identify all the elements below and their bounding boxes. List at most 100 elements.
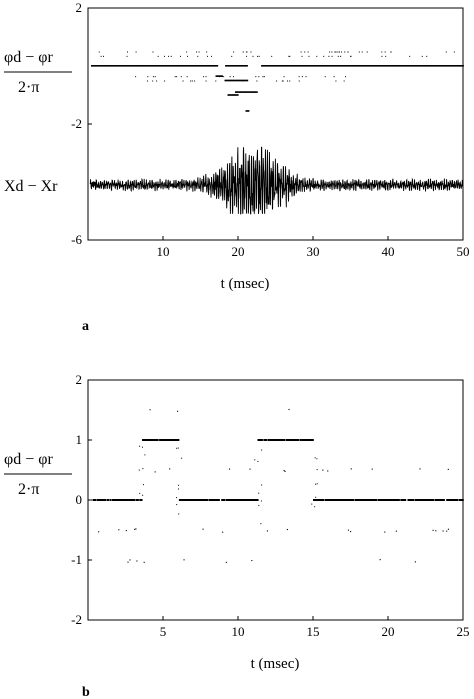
plot-a-phase-point — [305, 76, 307, 78]
plot-b-phase-point — [316, 499, 318, 501]
plot-a-phase-point — [166, 65, 168, 67]
plot-a-phase-point — [336, 65, 338, 67]
plot-a-phase-point — [451, 65, 453, 67]
plot-a-displacement-line — [89, 146, 464, 215]
plot-a-phase-point — [152, 80, 154, 82]
plot-b-phase-point — [316, 483, 318, 485]
plot-a-phase-point — [216, 75, 218, 77]
plot-b-phase-point — [223, 499, 226, 501]
plot-b-phase-point — [338, 499, 340, 501]
plot-b-phase-point — [346, 499, 348, 501]
plot-b-phase-point — [285, 439, 287, 441]
plot-b-phase-point — [371, 468, 373, 470]
plot-a-phase-point — [149, 65, 151, 67]
plot-b-phase-point — [183, 559, 185, 561]
plot-b-phase-point — [432, 499, 435, 501]
plot-b-phase-point — [414, 499, 417, 501]
plot-a-phase-point — [170, 55, 172, 57]
plot-a-phase-point — [309, 65, 311, 67]
plot-a-phase-point — [450, 65, 452, 67]
plot-a-phase-point — [176, 76, 178, 78]
plot-b-phase-point — [163, 439, 165, 441]
plot-a-phase-point — [386, 65, 388, 67]
plot-b-phase-point — [160, 439, 163, 441]
plot-b-phase-point — [337, 499, 339, 501]
plot-a-phase-point — [246, 91, 248, 93]
plot-b-phase-point — [178, 513, 180, 515]
plot-a-phase-point — [136, 65, 139, 67]
plot-a-phase-point — [192, 65, 194, 67]
plot-a-phase-point — [227, 94, 229, 96]
plot-b-ylabel-fraction: φd − φr 2·π — [4, 451, 72, 498]
plot-b-phase-point — [98, 499, 101, 501]
plot-a-phase-point — [157, 55, 159, 57]
plot-b-phase-point — [343, 499, 345, 501]
plot-a-phase-point — [140, 65, 142, 67]
plot-a-phase-point — [328, 55, 330, 57]
plot-b-phase-point — [310, 439, 312, 441]
plot-b-phase-point — [221, 499, 223, 501]
plot-b-phase-point — [267, 439, 269, 441]
plot-a-phase-point — [128, 65, 130, 67]
plot-a-phase-point — [252, 91, 254, 93]
panel-a-label: a — [82, 319, 89, 334]
plot-a-phase-point — [204, 65, 206, 67]
plot-a-phase-point — [446, 65, 448, 67]
plot-a-phase-point — [339, 65, 341, 67]
plot-a-phase-point — [425, 65, 427, 67]
plot-a-phase-point — [258, 76, 260, 78]
plot-b-phase-point — [390, 499, 392, 501]
plot-b-phase-point — [180, 499, 183, 501]
plot-b-phase-point — [378, 499, 381, 501]
plot-b-phase-point — [315, 483, 317, 485]
plot-b-phase-point — [94, 499, 96, 501]
plot-b-phase-point — [440, 499, 443, 501]
plot-a-phase-point — [234, 65, 236, 67]
plot-b-phase-point — [456, 499, 458, 501]
plot-b-phase-point — [415, 499, 417, 501]
plot-b-phase-point — [176, 504, 178, 506]
plot-a-phase-point — [148, 65, 150, 67]
plot-b-phase-point — [155, 439, 157, 441]
plot-a-phase-point — [144, 65, 146, 67]
plot-a-phase-point — [370, 65, 373, 67]
plot-a-phase-point — [104, 65, 106, 67]
plot-a-phase-point — [240, 65, 242, 67]
plot-b-phase-point — [247, 499, 249, 501]
plot-a-phase-point — [231, 55, 233, 57]
plot-b-phase-point — [243, 499, 246, 501]
plot-a-phase-point — [229, 76, 231, 78]
plot-b-phase-point — [145, 439, 147, 441]
plot-a-phase-point — [129, 65, 131, 67]
plot-a-phase-point — [229, 65, 231, 67]
plot-b-phase-point — [322, 499, 324, 501]
plot-b-phase-point — [455, 499, 457, 501]
plot-a-phase-point — [359, 65, 361, 67]
plot-b-phase-point — [253, 499, 255, 501]
plot-a-phase-point — [208, 65, 210, 67]
plot-a-phase-point — [228, 65, 230, 67]
plot-b-phase-point — [149, 409, 151, 411]
plot-a-phase-point — [338, 51, 340, 53]
plot-b-phase-point — [362, 499, 364, 501]
plot-a-phase-point — [319, 65, 321, 67]
plot-b-phase-point — [339, 499, 341, 501]
plot-a-phase-point — [203, 65, 205, 67]
plot-a-phase-point — [171, 65, 173, 67]
plot-a-phase-point — [183, 65, 185, 67]
plot-a-phase-point — [282, 65, 284, 67]
plot-a-phase-point — [403, 65, 405, 67]
plot-a-phase-point — [288, 55, 290, 57]
plot-b-phase-point — [202, 528, 204, 530]
plot-b-phase-point — [327, 499, 329, 501]
plot-a-phase-point — [231, 94, 233, 96]
plot-b-phase-point — [328, 499, 330, 501]
plot-b-phase-point — [118, 529, 120, 531]
plot-a-phase-point — [299, 65, 301, 67]
plot-a-phase-point — [384, 51, 386, 53]
plot-b-phase-point — [196, 499, 199, 501]
plot-b-phase-point — [258, 439, 260, 441]
plot-b-phase-point — [289, 439, 292, 441]
plot-b-phase-point — [439, 499, 442, 501]
plot-b-phase-point — [288, 439, 290, 441]
